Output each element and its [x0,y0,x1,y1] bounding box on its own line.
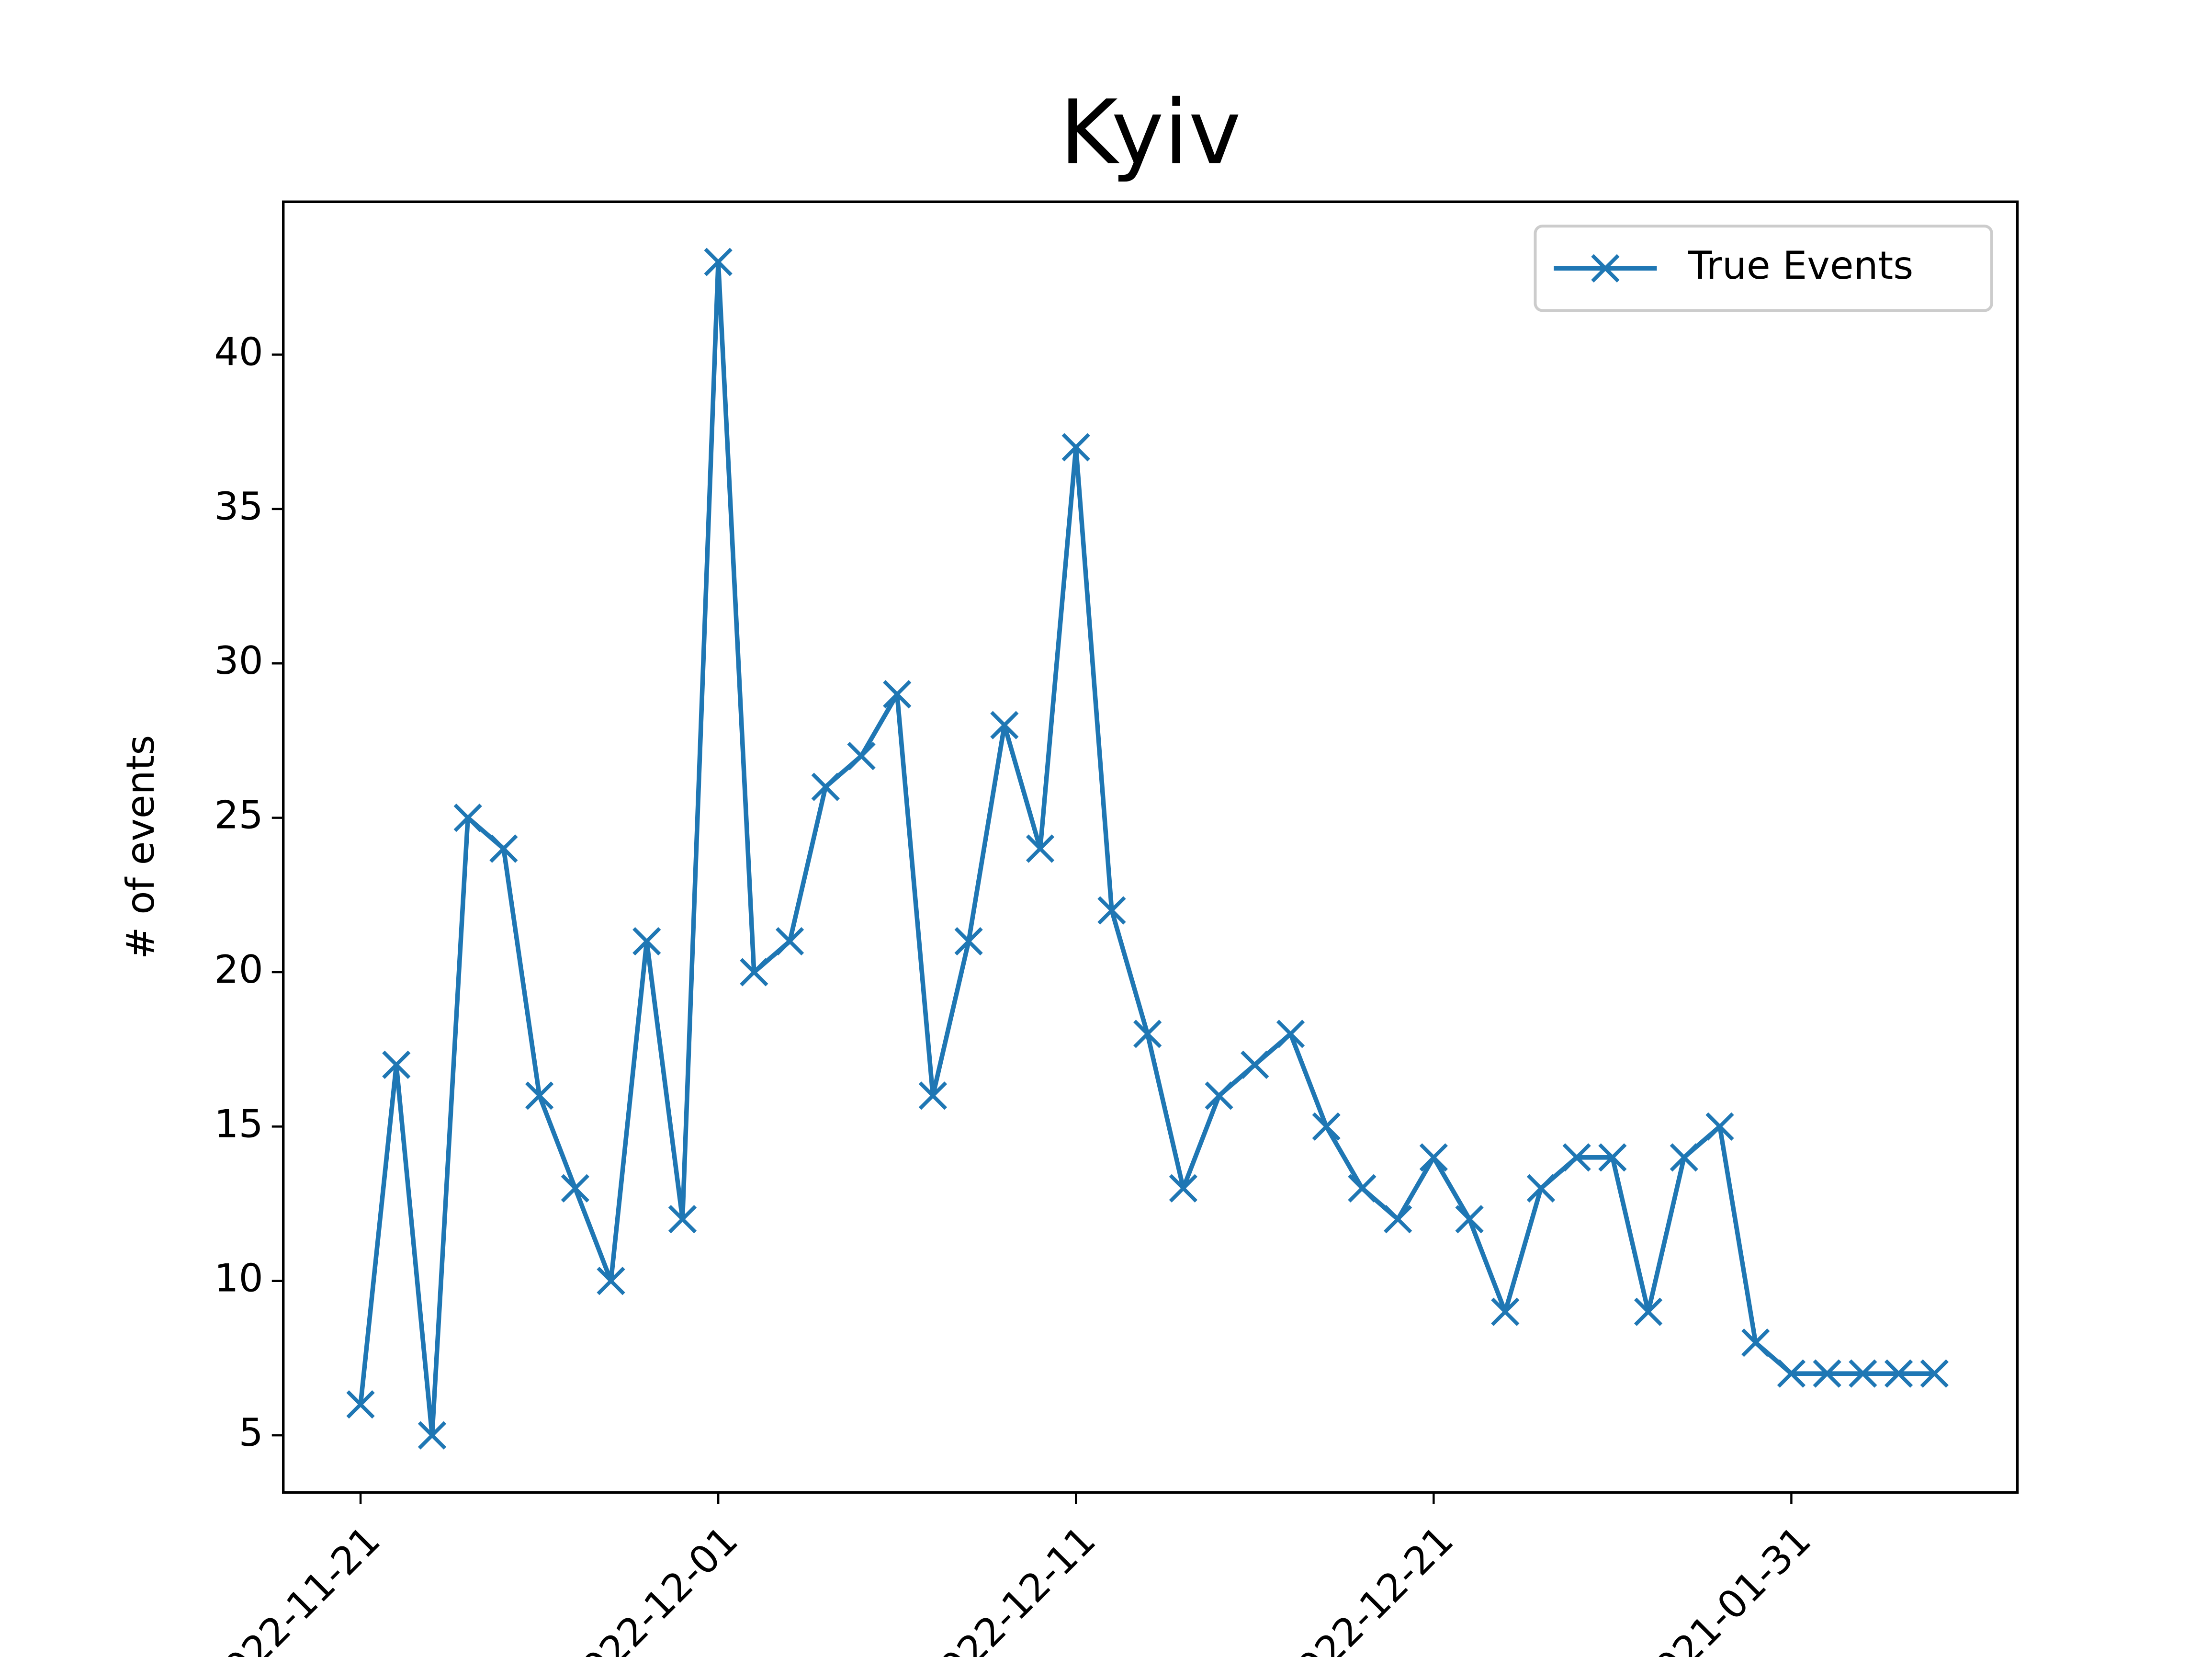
marker [1705,1112,1734,1141]
marker [1526,1174,1556,1203]
legend-marker [1591,254,1620,283]
y-tick-label: 20 [214,947,263,992]
marker [453,803,482,832]
marker [1348,1174,1377,1203]
marker [1813,1359,1841,1388]
marker [954,927,983,956]
marker [382,1050,411,1079]
y-tick-label: 25 [214,793,263,838]
marker [418,1421,447,1450]
legend-label: True Events [1688,243,1913,288]
marker [632,927,661,956]
marker [1241,1050,1269,1079]
y-tick-label: 30 [214,638,263,683]
marker [1205,1081,1233,1110]
marker [668,1205,697,1234]
y-tick-label: 40 [214,329,263,375]
marker [1276,1020,1305,1048]
marker [1562,1143,1591,1172]
marker [704,248,733,276]
marker [918,1081,948,1110]
marker [1598,1143,1627,1172]
marker [1169,1174,1198,1203]
marker [990,711,1019,739]
marker [1312,1112,1341,1141]
marker [1741,1328,1770,1357]
marker [1026,834,1055,863]
marker [1920,1359,1949,1388]
y-axis-label: # of events [118,735,163,959]
marker [811,772,840,801]
marker [1133,1020,1162,1048]
marker [346,1390,375,1419]
marker [1061,433,1090,462]
marker [1491,1297,1520,1326]
legend-box [1534,225,1993,312]
marker [883,680,912,709]
marker [597,1267,625,1295]
marker [1670,1143,1698,1172]
marker [489,834,518,863]
chart-title: Kyiv [1060,81,1241,184]
marker [1455,1205,1484,1234]
y-tick-label: 5 [239,1410,263,1455]
marker [1884,1359,1913,1388]
marker [1097,896,1126,925]
marker [1849,1359,1877,1388]
marker [1777,1359,1806,1388]
marker [847,742,876,771]
y-tick-label: 15 [214,1101,263,1146]
plot-frame [282,200,2019,1494]
marker [775,927,804,956]
marker [1634,1297,1663,1326]
marker [1419,1143,1448,1172]
marker [561,1174,589,1203]
marker [1383,1205,1412,1234]
marker [740,958,768,987]
marker [525,1081,554,1110]
y-tick-label: 35 [214,484,263,529]
y-tick-label: 10 [214,1256,263,1301]
